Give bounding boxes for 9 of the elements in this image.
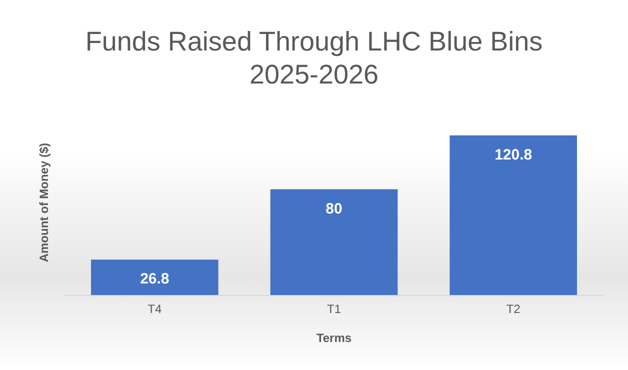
x-axis-title: Terms <box>316 331 352 345</box>
data-label: 26.8 <box>140 270 170 288</box>
x-tick-label: T4 <box>148 302 162 316</box>
data-label: 80 <box>326 200 342 218</box>
chart-title: Funds Raised Through LHC Blue Bins 2025-2026 <box>85 26 543 90</box>
y-axis-title: Amount of Money ($) <box>37 142 51 262</box>
x-tick-label: T2 <box>506 302 521 316</box>
x-tick-label: T1 <box>326 302 342 316</box>
data-label: 120.8 <box>494 146 532 164</box>
